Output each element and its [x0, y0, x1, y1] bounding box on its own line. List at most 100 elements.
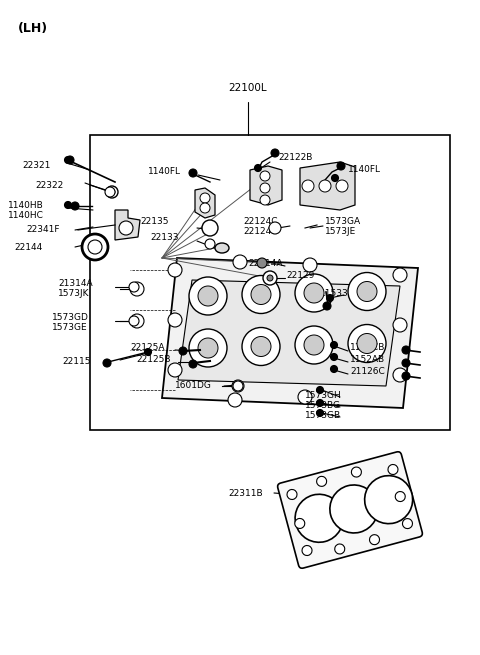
Circle shape	[202, 220, 218, 236]
Text: 1140FL: 1140FL	[148, 168, 181, 176]
Text: 1601DG: 1601DG	[175, 381, 212, 390]
Circle shape	[233, 381, 243, 391]
Circle shape	[168, 263, 182, 277]
Text: 22100L: 22100L	[228, 83, 267, 93]
Circle shape	[393, 268, 407, 282]
Circle shape	[189, 329, 227, 367]
Text: 1573GD: 1573GD	[52, 314, 89, 322]
Circle shape	[198, 286, 218, 306]
Text: 1573GB: 1573GB	[305, 411, 341, 419]
Circle shape	[109, 189, 115, 195]
Circle shape	[251, 337, 271, 356]
Circle shape	[130, 282, 144, 296]
Circle shape	[316, 409, 324, 417]
Circle shape	[402, 359, 410, 367]
Text: 22341F: 22341F	[26, 225, 60, 234]
Circle shape	[88, 240, 102, 254]
Circle shape	[103, 359, 111, 367]
Circle shape	[331, 341, 337, 348]
Circle shape	[331, 365, 337, 373]
Circle shape	[388, 464, 398, 474]
Circle shape	[200, 203, 210, 213]
Text: 21314A: 21314A	[58, 280, 93, 288]
Circle shape	[295, 326, 333, 364]
Circle shape	[232, 380, 244, 392]
Bar	[90, 135, 450, 430]
Circle shape	[228, 393, 242, 407]
Polygon shape	[162, 258, 418, 408]
Circle shape	[260, 183, 270, 193]
Circle shape	[316, 386, 324, 394]
Polygon shape	[115, 210, 140, 240]
Text: 22129: 22129	[286, 272, 314, 280]
Text: 1573JK: 1573JK	[58, 290, 89, 299]
Circle shape	[106, 186, 118, 198]
Text: 22322: 22322	[35, 181, 63, 189]
Polygon shape	[250, 166, 282, 205]
Circle shape	[168, 363, 182, 377]
Text: 22124B: 22124B	[243, 227, 277, 236]
Circle shape	[260, 171, 270, 181]
Circle shape	[326, 295, 334, 301]
Circle shape	[205, 239, 215, 249]
Circle shape	[198, 338, 218, 358]
Text: 11533: 11533	[320, 288, 349, 297]
Circle shape	[64, 157, 72, 164]
Circle shape	[317, 476, 326, 487]
Circle shape	[348, 324, 386, 362]
Text: 22133: 22133	[150, 233, 179, 242]
Circle shape	[402, 346, 410, 354]
Circle shape	[271, 149, 279, 157]
Circle shape	[168, 313, 182, 327]
Circle shape	[287, 489, 297, 500]
Circle shape	[303, 258, 317, 272]
Circle shape	[254, 164, 262, 172]
Circle shape	[179, 347, 187, 355]
Text: 22144: 22144	[14, 242, 42, 252]
Text: 22122B: 22122B	[278, 153, 312, 162]
Polygon shape	[300, 162, 355, 210]
FancyBboxPatch shape	[277, 452, 422, 569]
Circle shape	[393, 318, 407, 332]
Text: 1573BG: 1573BG	[305, 400, 341, 409]
Circle shape	[402, 372, 410, 380]
Text: 1573GA: 1573GA	[325, 217, 361, 227]
Circle shape	[144, 348, 152, 356]
Text: 22124C: 22124C	[243, 217, 277, 227]
Circle shape	[370, 534, 380, 545]
Text: 1573JE: 1573JE	[325, 227, 356, 236]
Text: 1151CB: 1151CB	[350, 343, 385, 352]
Text: 22114A: 22114A	[248, 259, 283, 267]
Circle shape	[129, 282, 139, 292]
Ellipse shape	[215, 243, 229, 253]
Circle shape	[64, 202, 72, 208]
Circle shape	[66, 156, 74, 164]
Circle shape	[319, 180, 331, 192]
Text: 1573GE: 1573GE	[52, 324, 88, 333]
Circle shape	[316, 400, 324, 407]
Circle shape	[302, 546, 312, 555]
Circle shape	[189, 169, 197, 177]
Circle shape	[330, 485, 378, 533]
Circle shape	[82, 234, 108, 260]
Circle shape	[189, 360, 197, 368]
Circle shape	[263, 271, 277, 285]
Circle shape	[337, 162, 345, 170]
Text: 22125B: 22125B	[136, 356, 170, 364]
Circle shape	[336, 180, 348, 192]
Polygon shape	[195, 188, 215, 218]
Circle shape	[295, 495, 343, 542]
Circle shape	[242, 276, 280, 314]
Circle shape	[298, 390, 312, 404]
Circle shape	[331, 354, 337, 360]
Circle shape	[105, 187, 115, 197]
Circle shape	[365, 476, 413, 523]
Circle shape	[269, 222, 281, 234]
Circle shape	[357, 333, 377, 354]
Circle shape	[295, 274, 333, 312]
Circle shape	[200, 193, 210, 203]
Text: 1140HC: 1140HC	[8, 210, 44, 219]
Circle shape	[267, 275, 273, 281]
Circle shape	[302, 180, 314, 192]
Circle shape	[348, 272, 386, 310]
